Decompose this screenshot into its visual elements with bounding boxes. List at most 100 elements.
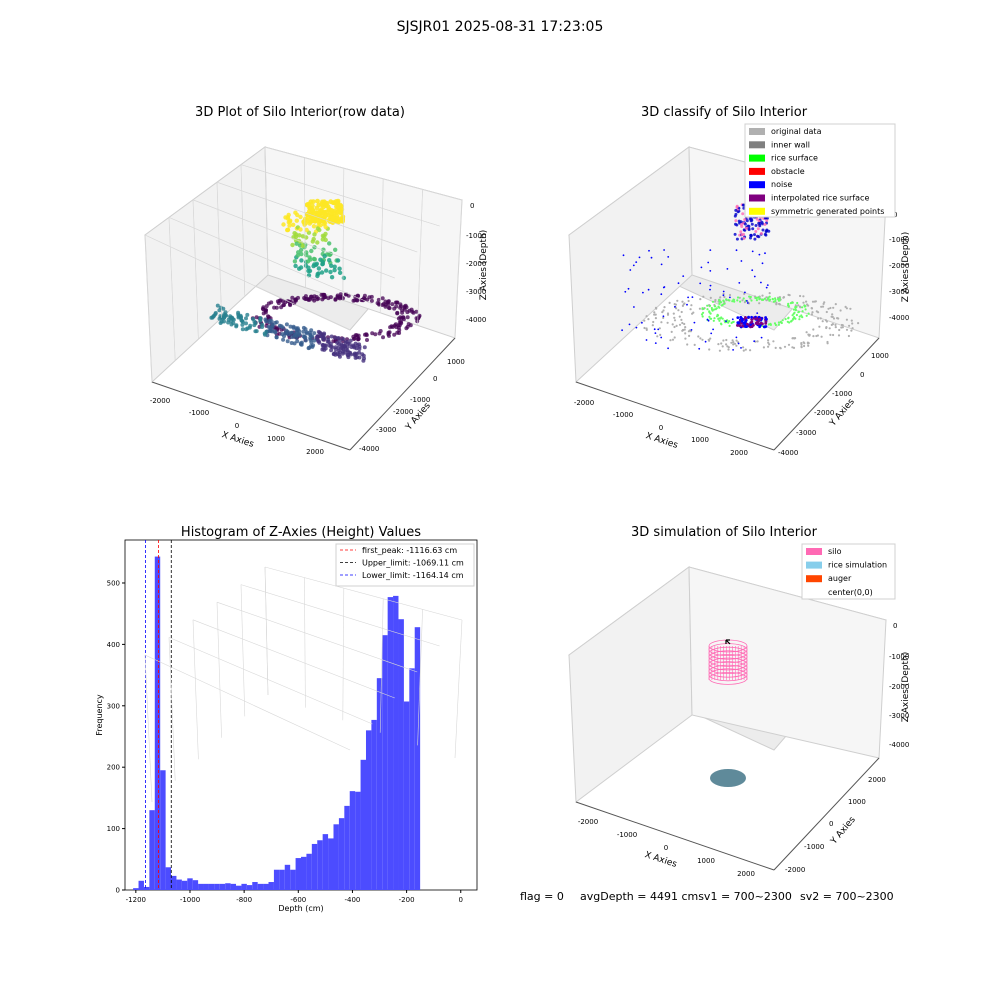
data-point [757, 318, 761, 322]
data-point [307, 345, 312, 350]
data-point [321, 337, 326, 342]
data-point [802, 341, 805, 344]
grid-line [264, 566, 463, 621]
data-point [238, 316, 243, 321]
data-point [778, 302, 781, 305]
grid-line [304, 577, 306, 708]
data-point [400, 310, 405, 315]
data-point [747, 315, 750, 319]
histogram-bar [143, 886, 150, 890]
data-point [681, 321, 684, 325]
data-point [750, 325, 754, 328]
noise-point [722, 294, 725, 297]
data-point [304, 330, 309, 335]
data-point [742, 297, 745, 300]
data-point [414, 316, 419, 321]
data-point [718, 349, 722, 352]
data-point [673, 336, 676, 339]
data-point [320, 237, 325, 242]
y-tick-label: 0 [433, 375, 437, 383]
histogram-bar [317, 840, 323, 890]
data-point [315, 226, 321, 231]
noise-point [632, 264, 635, 267]
legend: first_peak: -1116.63 cm Upper_limit: -106… [335, 543, 475, 587]
data-point [708, 311, 711, 314]
data-point [318, 223, 323, 228]
legend-swatch [749, 207, 765, 215]
data-point [663, 306, 666, 309]
legend-label: auger [828, 574, 852, 583]
x-tick-label: 0 [659, 424, 663, 432]
data-point [812, 335, 815, 338]
noise-point [753, 340, 756, 343]
histogram-bar [344, 805, 350, 890]
data-point [354, 298, 359, 302]
pane-back-left [568, 566, 693, 803]
data-point [721, 345, 724, 348]
data-point [757, 296, 760, 299]
data-point [755, 299, 759, 302]
data-point [300, 243, 305, 249]
figure-suptitle: SJSJR01 2025-08-31 17:23:05 [397, 19, 604, 35]
data-point [781, 319, 784, 322]
data-point [683, 322, 686, 326]
legend-swatch [749, 167, 765, 175]
y-tick-label: -3000 [796, 429, 816, 437]
data-point [768, 295, 771, 298]
data-point [750, 320, 754, 324]
data-point [731, 321, 734, 324]
data-point [720, 342, 723, 345]
y-tick-label: -3000 [376, 426, 396, 434]
data-point [799, 294, 802, 298]
data-point [337, 270, 343, 275]
data-point [743, 218, 747, 222]
data-point [682, 329, 685, 332]
data-point [338, 202, 343, 208]
avg-depth-text: avgDepth = 4491 cmsv1 = 700~2300 [580, 890, 792, 903]
data-point [737, 321, 741, 325]
data-point [409, 307, 414, 312]
data-point [673, 319, 677, 322]
data-point [269, 300, 274, 305]
data-point [309, 217, 315, 223]
data-point [734, 219, 738, 223]
data-point [689, 308, 692, 311]
data-point [316, 210, 322, 216]
data-point [738, 296, 741, 299]
data-point [229, 322, 234, 327]
data-point [804, 308, 807, 311]
data-point [324, 268, 329, 273]
data-point [230, 316, 235, 321]
data-point [652, 320, 655, 324]
data-point [857, 322, 860, 325]
data-point [798, 318, 801, 321]
z-axis: 0 -1000 -2000 -3000 -4000 Z Axies (Depth… [889, 622, 911, 749]
data-point [295, 326, 300, 331]
y-tick-label: 2000 [868, 776, 886, 784]
noise-point [746, 302, 749, 304]
data-point [670, 330, 673, 333]
data-point [312, 257, 317, 262]
data-point [742, 322, 745, 325]
data-point [351, 298, 356, 303]
data-point [730, 341, 733, 344]
data-point [797, 310, 801, 313]
data-point [706, 304, 709, 307]
data-point [820, 335, 823, 338]
z-tick-label: -2000 [466, 260, 486, 268]
grid-line [168, 217, 373, 305]
histogram-bar [176, 879, 182, 890]
data-point [288, 324, 293, 329]
legend-label: silo [828, 547, 842, 556]
legend-swatch [806, 561, 822, 569]
data-point [742, 346, 745, 349]
data-point [709, 317, 712, 320]
grid-line [342, 168, 345, 301]
legend-entries: silo rice simulation auger center(0,0) [805, 547, 887, 597]
data-point [338, 292, 343, 297]
data-point [739, 230, 743, 234]
data-point [837, 334, 841, 337]
x-tick-label: 1000 [267, 435, 285, 443]
legend-label: rice simulation [828, 561, 887, 570]
data-point [761, 294, 764, 297]
